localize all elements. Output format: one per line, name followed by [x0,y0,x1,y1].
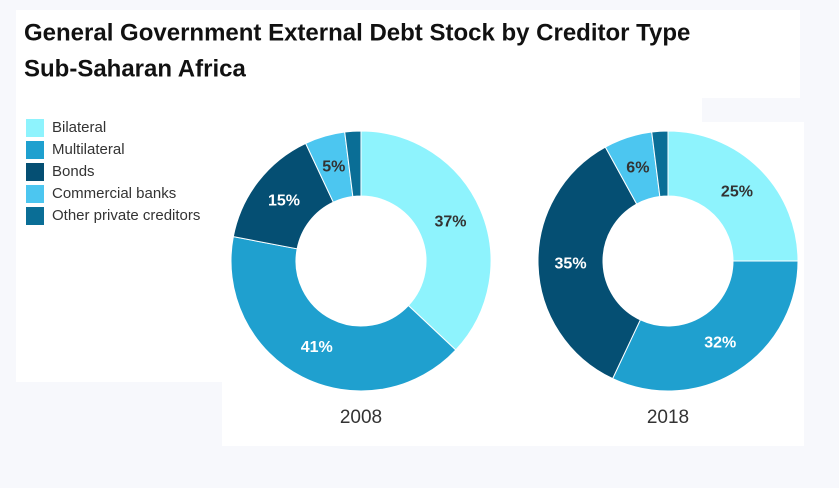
legend-swatch [26,119,44,137]
data-label: 37% [434,213,466,230]
chart-title: General Government External Debt Stock b… [24,19,690,46]
donut-slice [537,146,641,380]
donut-slice [344,130,362,198]
donut-slice [611,260,799,392]
data-label: 5% [322,159,345,176]
data-label: 25% [721,183,753,200]
data-label: 32% [704,335,736,352]
legend-label: Bilateral [52,119,106,136]
legend-swatch [26,207,44,225]
donut-slice [360,130,492,351]
data-label: 35% [555,255,587,272]
donut-slice [230,236,457,392]
data-label: 41% [301,339,333,356]
donut-slice [651,130,669,198]
legend-label: Multilateral [52,141,125,158]
series-label: 2018 [647,407,689,428]
legend-label: Bonds [52,163,95,180]
donut-slice [667,130,799,262]
legend-swatch [26,141,44,159]
legend-swatch [26,163,44,181]
legend-swatch [26,185,44,203]
data-label: 15% [268,192,300,209]
legend-label: Other private creditors [52,207,200,224]
title-panel [16,10,800,98]
chart-subtitle: Sub-Saharan Africa [24,55,246,82]
series-label: 2008 [340,407,382,428]
legend-label: Commercial banks [52,185,176,202]
data-label: 6% [626,159,649,176]
